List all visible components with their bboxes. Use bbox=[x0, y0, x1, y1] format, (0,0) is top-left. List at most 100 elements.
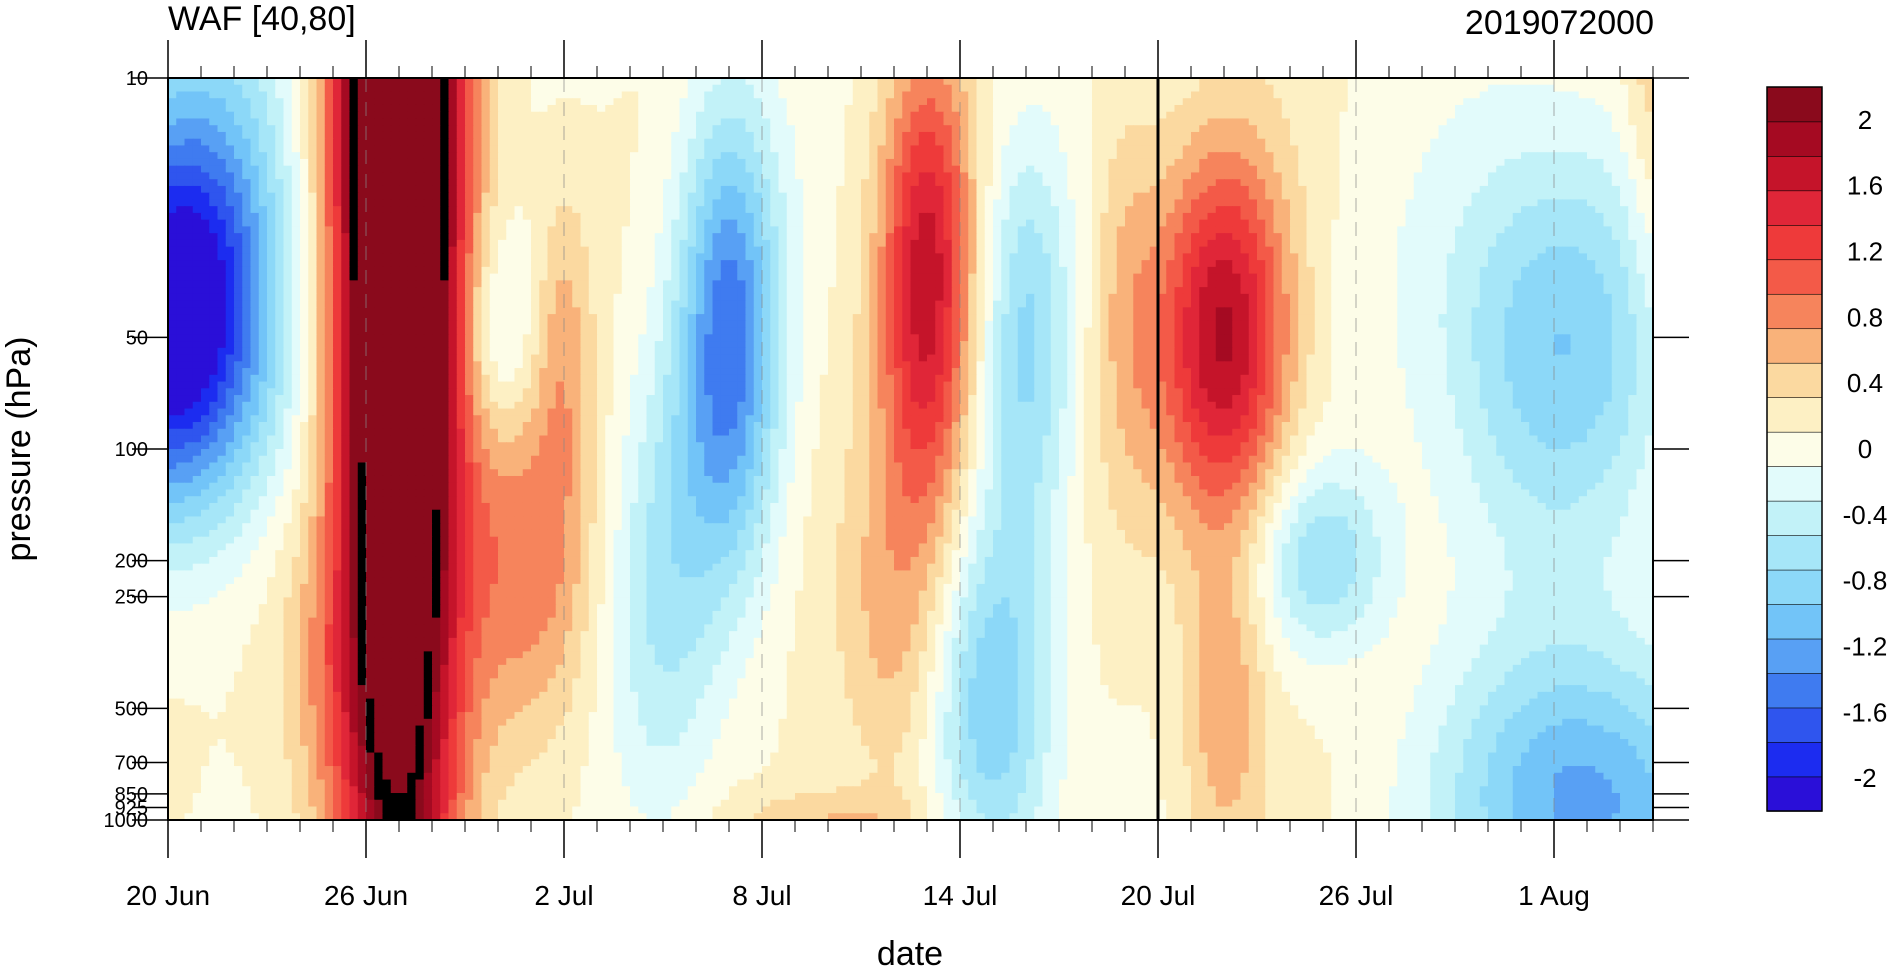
field-cell bbox=[960, 179, 969, 186]
field-cell bbox=[185, 220, 194, 227]
field-cell bbox=[1356, 233, 1365, 240]
field-cell bbox=[1298, 145, 1307, 152]
field-cell bbox=[1084, 253, 1093, 260]
field-cell bbox=[333, 159, 342, 166]
field-cell bbox=[952, 78, 961, 85]
field-cell bbox=[1546, 132, 1555, 139]
field-cell bbox=[259, 240, 268, 247]
field-cell bbox=[267, 78, 276, 85]
field-cell bbox=[655, 253, 664, 260]
field-cell bbox=[1026, 193, 1035, 200]
field-cell bbox=[1265, 118, 1274, 125]
field-cell bbox=[1216, 247, 1225, 254]
field-cell bbox=[1612, 186, 1621, 193]
field-cell bbox=[754, 193, 763, 200]
field-cell bbox=[1249, 139, 1258, 146]
field-cell bbox=[1034, 206, 1043, 213]
field-cell bbox=[1166, 78, 1175, 85]
field-cell bbox=[795, 166, 804, 173]
field-cell bbox=[1323, 85, 1332, 92]
field-cell bbox=[333, 105, 342, 112]
field-cell bbox=[539, 260, 548, 267]
field-cell bbox=[234, 125, 243, 132]
field-cell bbox=[1348, 240, 1357, 247]
field-cell bbox=[1315, 186, 1324, 193]
field-cell bbox=[1100, 145, 1109, 152]
field-cell bbox=[605, 91, 614, 98]
field-cell bbox=[894, 112, 903, 119]
field-cell bbox=[729, 125, 738, 132]
field-cell bbox=[713, 91, 722, 98]
field-cell bbox=[927, 139, 936, 146]
field-cell bbox=[944, 172, 953, 179]
field-cell bbox=[498, 240, 507, 247]
field-cell bbox=[919, 172, 928, 179]
field-cell bbox=[1274, 253, 1283, 260]
field-cell bbox=[1463, 193, 1472, 200]
field-cell bbox=[325, 253, 334, 260]
field-cell bbox=[1076, 112, 1085, 119]
field-cell bbox=[1010, 199, 1019, 206]
field-cell bbox=[383, 159, 392, 166]
field-cell bbox=[1034, 98, 1043, 105]
field-cell bbox=[647, 166, 656, 173]
field-cell bbox=[168, 78, 177, 85]
field-cell bbox=[548, 132, 557, 139]
field-cell bbox=[308, 220, 317, 227]
field-cell bbox=[630, 78, 639, 85]
field-cell bbox=[1538, 233, 1547, 240]
field-cell bbox=[960, 199, 969, 206]
field-cell bbox=[1472, 85, 1481, 92]
field-cell bbox=[457, 226, 466, 233]
field-cell bbox=[1546, 159, 1555, 166]
field-cell bbox=[1067, 166, 1076, 173]
field-cell bbox=[1364, 233, 1373, 240]
field-cell bbox=[1067, 247, 1076, 254]
field-cell bbox=[366, 118, 375, 125]
field-cell bbox=[1183, 132, 1192, 139]
field-cell bbox=[795, 206, 804, 213]
field-cell bbox=[1117, 233, 1126, 240]
field-cell bbox=[836, 152, 845, 159]
field-cell bbox=[1274, 125, 1283, 132]
field-cell bbox=[911, 253, 920, 260]
field-cell bbox=[1208, 199, 1217, 206]
field-cell bbox=[721, 98, 730, 105]
field-cell bbox=[886, 85, 895, 92]
field-cell bbox=[424, 85, 433, 92]
field-cell bbox=[1480, 253, 1489, 260]
field-cell bbox=[176, 179, 185, 186]
field-cell bbox=[1562, 78, 1571, 85]
field-cell bbox=[1265, 91, 1274, 98]
field-cell bbox=[1208, 253, 1217, 260]
field-cell bbox=[1026, 213, 1035, 220]
field-cell bbox=[762, 118, 771, 125]
field-cell bbox=[564, 78, 573, 85]
field-cell bbox=[828, 253, 837, 260]
field-cell bbox=[1059, 186, 1068, 193]
field-cell bbox=[1364, 206, 1373, 213]
field-cell bbox=[746, 132, 755, 139]
field-cell bbox=[1447, 247, 1456, 254]
field-cell bbox=[399, 159, 408, 166]
field-cell bbox=[1092, 166, 1101, 173]
field-cell bbox=[1521, 179, 1530, 186]
field-cell bbox=[1232, 206, 1241, 213]
field-cell bbox=[1546, 247, 1555, 254]
field-cell bbox=[1208, 226, 1217, 233]
field-cell bbox=[440, 105, 449, 112]
field-cell bbox=[1241, 253, 1250, 260]
field-cell bbox=[1505, 91, 1514, 98]
field-cell bbox=[399, 139, 408, 146]
field-cell bbox=[457, 125, 466, 132]
field-cell bbox=[300, 193, 309, 200]
field-cell bbox=[1282, 233, 1291, 240]
field-cell bbox=[1043, 199, 1052, 206]
field-cell bbox=[1414, 139, 1423, 146]
field-cell bbox=[1546, 166, 1555, 173]
field-cell bbox=[1216, 125, 1225, 132]
field-cell bbox=[1282, 166, 1291, 173]
field-cell bbox=[1331, 226, 1340, 233]
field-cell bbox=[556, 152, 565, 159]
field-cell bbox=[911, 78, 920, 85]
